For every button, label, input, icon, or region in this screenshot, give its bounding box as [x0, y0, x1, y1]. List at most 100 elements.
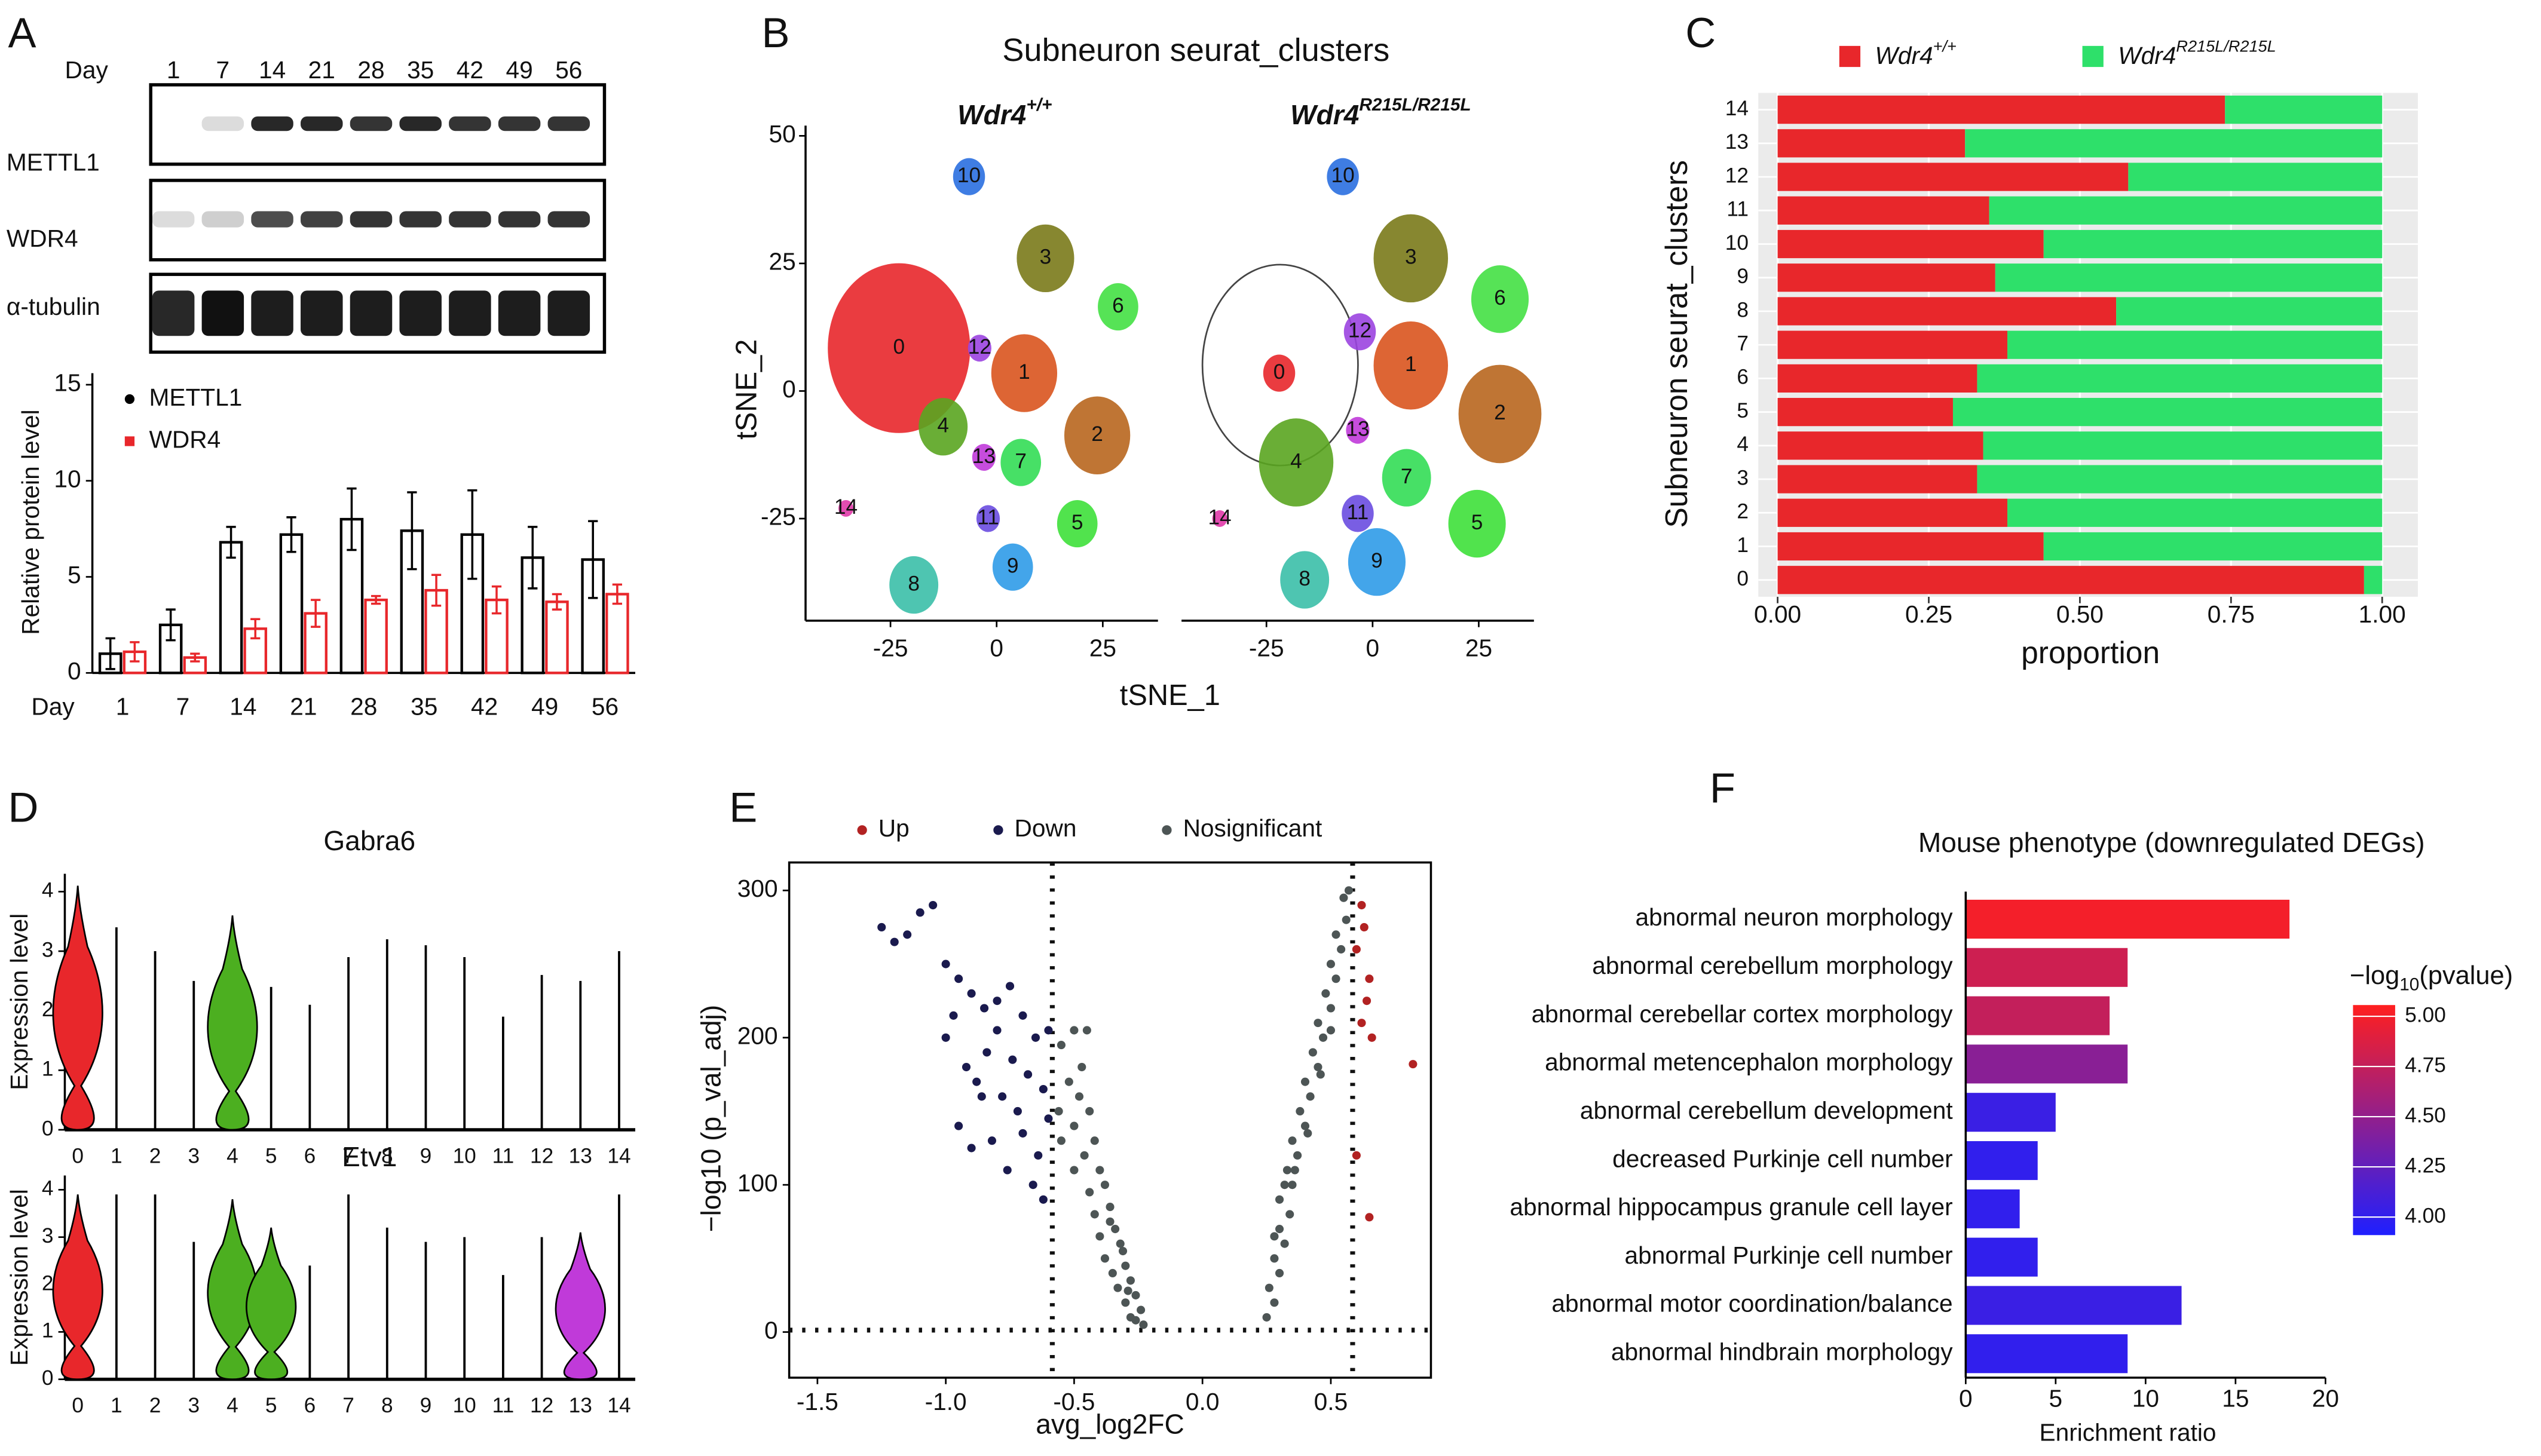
blot-label: METTL1: [7, 149, 100, 176]
y-label: Relative protein level: [17, 409, 44, 634]
point: [1365, 974, 1374, 983]
x-label: proportion: [2021, 635, 2160, 670]
point: [1326, 1004, 1335, 1013]
y-tick-label: 3: [1737, 466, 1749, 489]
x-tick-label: 14: [229, 693, 256, 721]
point: [1280, 1181, 1289, 1190]
point: [1270, 1232, 1279, 1241]
point: [1360, 922, 1369, 932]
x-tick-label: 1: [111, 1394, 123, 1417]
bar: [605, 593, 629, 675]
blot-band: [152, 290, 195, 336]
y-tick-label: 25: [769, 248, 795, 275]
point: [1080, 1151, 1089, 1160]
y-tick-label: 3: [42, 1224, 54, 1247]
point: [977, 1092, 986, 1101]
violin: [52, 1194, 103, 1380]
cluster: [1348, 528, 1406, 596]
point: [1139, 1320, 1148, 1329]
cluster: [976, 505, 1000, 532]
y-tick-label: 10: [1725, 231, 1749, 255]
x-label: Day: [65, 56, 108, 84]
point: [1288, 1136, 1297, 1145]
point: [1057, 1136, 1066, 1145]
point: [1018, 1011, 1027, 1020]
y-tick-label: 0: [764, 1316, 778, 1344]
facet-sup: R215L/R215L: [1359, 95, 1471, 115]
colorbar-title-part: (pvalue): [2419, 962, 2513, 991]
bar-segment: [1965, 129, 2383, 158]
x-label: Enrichment ratio: [2040, 1419, 2217, 1446]
point: [1031, 1033, 1040, 1042]
x-tick-label: 2: [149, 1144, 161, 1167]
y-tick-label: 7: [1737, 332, 1749, 355]
cluster: [1373, 321, 1449, 410]
legend-label: Nosignificant: [1183, 814, 1322, 842]
x-tick-label: 10: [453, 1144, 476, 1167]
colorbar-tick-label: 5.00: [2405, 1003, 2446, 1026]
x-tick-label: 11: [492, 1144, 515, 1167]
cluster-label: 2: [1091, 422, 1103, 446]
x-tick-label: 12: [530, 1144, 553, 1167]
point: [1308, 1048, 1317, 1057]
point: [1342, 915, 1351, 924]
x-tick-label: 0: [72, 1394, 84, 1417]
point: [1044, 1026, 1053, 1035]
cluster-label: 6: [1112, 294, 1124, 317]
y-tick-label: abnormal cerebellum development: [1580, 1096, 1953, 1124]
blot-band: [251, 211, 293, 228]
cluster: [953, 158, 985, 195]
violin: [52, 885, 103, 1131]
x-tick-label: 5: [265, 1394, 277, 1417]
y-tick-label: 5: [1737, 399, 1749, 422]
error-bar: [491, 585, 502, 615]
cluster: [1212, 510, 1227, 527]
cluster-label: 5: [1471, 511, 1483, 534]
facet-sup: +/+: [1026, 95, 1052, 115]
x-tick-label: 5: [265, 1144, 277, 1167]
y-label: Expression level: [5, 1189, 33, 1366]
blot-label: α-tubulin: [7, 293, 100, 320]
blot-band: [498, 211, 541, 228]
colorbar-tick-label: 4.75: [2405, 1053, 2446, 1077]
blot-band: [449, 211, 491, 228]
cluster-label: 9: [1007, 554, 1019, 577]
x-tick-label: 0: [1959, 1385, 1973, 1412]
legend-sup: +/+: [1933, 37, 1957, 56]
facet-title: Wdr4R215L/R215L: [1290, 95, 1471, 130]
bar: [1966, 1189, 2020, 1228]
x-tick-label: 1: [111, 1144, 123, 1167]
point: [980, 1004, 989, 1013]
cluster-label: 6: [1494, 286, 1506, 309]
x-tick-label: 25: [1089, 634, 1116, 661]
y-tick-label: 4: [42, 879, 54, 902]
cluster-label: 2: [1494, 401, 1506, 424]
error-bar: [528, 526, 538, 590]
error-bar: [226, 526, 236, 559]
panel-letter: E: [729, 783, 757, 830]
y-tick-label: 2: [1737, 500, 1749, 523]
x-tick-label: 8: [381, 1394, 393, 1417]
colorbar: [2353, 1005, 2395, 1236]
x-tick-label: 13: [569, 1394, 592, 1417]
lane-label: 28: [357, 56, 384, 84]
point: [1090, 1136, 1099, 1145]
x-tick-label: 3: [188, 1144, 200, 1167]
x-tick-label: 0.0: [1186, 1388, 1220, 1415]
x-tick-label: 9: [420, 1144, 432, 1167]
cluster-label: 0: [893, 335, 905, 358]
point: [1108, 1268, 1117, 1278]
point: [1085, 1106, 1094, 1116]
point: [1288, 1181, 1297, 1190]
point: [1365, 1213, 1374, 1222]
y-tick-label: 8: [1737, 298, 1749, 321]
bar: [1966, 1141, 2038, 1181]
cluster-label: 1: [1018, 360, 1030, 384]
lane-label: 49: [506, 56, 532, 84]
error-bar: [588, 520, 598, 599]
cluster: [1382, 449, 1431, 507]
point: [1018, 1129, 1027, 1138]
bar-segment: [1777, 95, 2225, 124]
legend-sup: R215L/R215L: [2176, 37, 2276, 56]
point: [998, 1092, 1007, 1101]
